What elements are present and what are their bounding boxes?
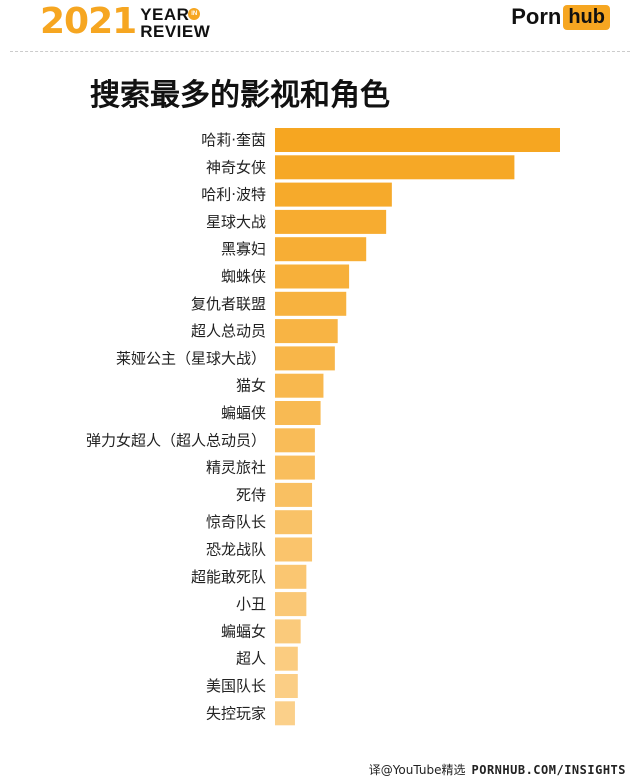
year-in-review-logo: 2021 YEAR IN REVIEW [40,0,210,42]
brand-logo-badge: hub [563,4,610,30]
footer: 译@YouTube精选 PORNHUB.COM/INSIGHTS [369,761,626,778]
translation-credit: 译@YouTube精选 [368,763,466,777]
report-header: 2021 YEAR IN REVIEW Porn hub [0,0,640,52]
bar [275,319,338,344]
brand-logo-text: Porn [511,4,562,29]
bar [275,701,295,726]
bar [275,264,350,289]
bar [275,455,315,480]
bar [275,401,321,425]
chart-title: 搜索最多的影视和角色 [90,78,390,113]
year-in-review-wordmark: YEAR IN REVIEW [140,6,210,40]
category-label: 蝙蝠侠 [221,404,266,422]
category-label: 恐龙战队 [206,541,266,559]
category-label: 弹力女超人（超人总动员） [86,431,266,449]
bar-chart: 哈莉·奎茵神奇女侠哈利·波特星球大战黑寡妇蜘蛛侠复仇者联盟超人总动员莱娅公主（星… [86,128,560,726]
category-label: 猫女 [236,377,266,395]
category-label: 哈利·波特 [201,186,266,204]
header-divider [10,51,630,52]
bar [275,237,367,262]
bar [275,619,301,644]
category-label: 复仇者联盟 [191,295,266,313]
bar [275,209,387,234]
bar [275,482,313,507]
category-label: 星球大战 [206,213,266,231]
brand-logo: Porn hub [511,4,610,30]
bar [275,182,392,207]
category-label: 失控玩家 [206,704,266,722]
category-label: 小丑 [236,595,266,613]
category-label: 超人 [236,650,266,668]
review-word: REVIEW [140,22,211,41]
site-url: PORNHUB.COM/INSIGHTS [471,763,626,777]
bar [275,564,307,589]
bar [275,373,324,398]
bar [275,674,298,698]
category-label: 死侍 [236,486,266,504]
bar [275,510,313,535]
bar [275,428,315,453]
category-label: 惊奇队长 [206,513,266,531]
category-label: 哈莉·奎茵 [201,131,266,149]
category-label: 神奇女侠 [206,158,266,176]
in-badge: IN [188,8,201,20]
category-label: 蝙蝠女 [221,622,266,640]
bar [275,537,313,562]
bar [275,646,298,671]
category-label: 超能敢死队 [191,568,266,586]
category-label: 超人总动员 [191,322,266,340]
bar [275,291,347,316]
category-label: 莱娅公主（星球大战） [116,349,266,367]
year-word: YEAR [140,5,190,24]
bar [275,155,515,180]
bar [275,128,560,152]
category-label: 美国队长 [206,677,266,695]
bar [275,346,335,371]
category-label: 精灵旅社 [206,459,266,477]
category-label: 黑寡妇 [221,240,266,258]
year-number: 2021 [40,1,137,42]
category-label: 蜘蛛侠 [221,268,266,286]
bar [275,592,307,617]
